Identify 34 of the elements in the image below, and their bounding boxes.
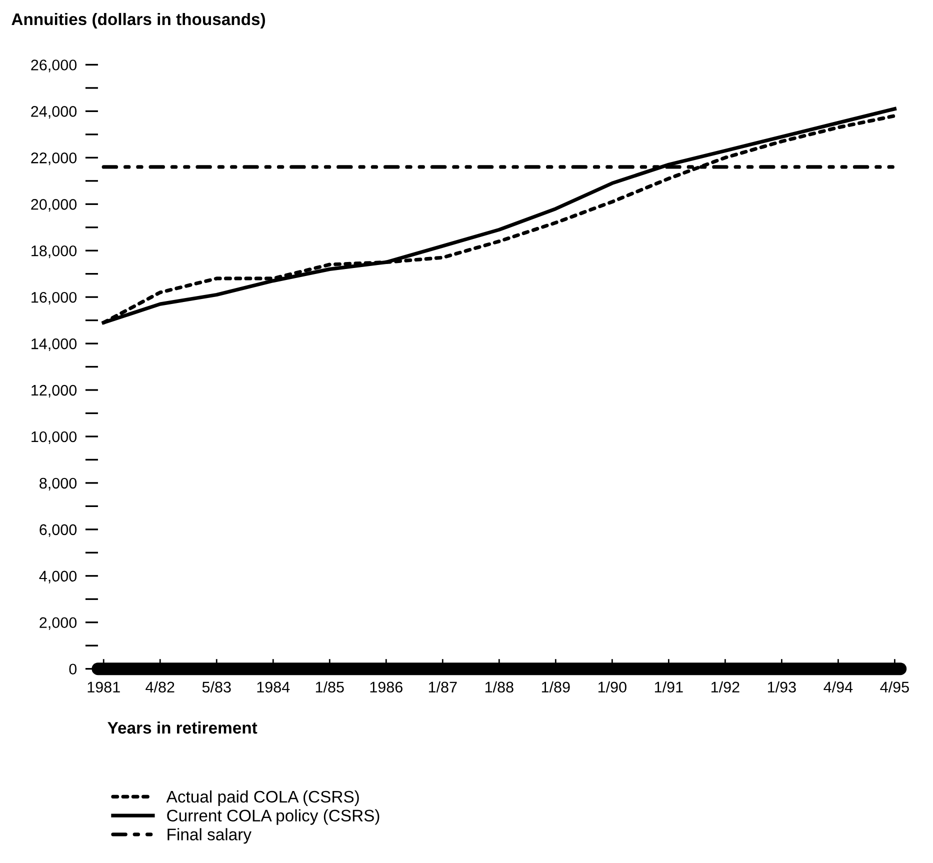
y-tick-label: 12,000 [32,384,77,398]
x-tick-label: 5/83 [202,681,231,693]
y-axis-title: Annuities (dollars in thousands) [12,12,266,28]
x-tick-label: 1/92 [711,681,740,693]
y-tick-label: 16,000 [32,292,77,305]
x-tick-label: 1/91 [654,681,683,693]
legend-label: Actual paid COLA (CSRS) [166,790,359,806]
x-tick-label: 4/95 [880,681,909,693]
legend-label: Current COLA policy (CSRS) [167,809,380,825]
x-tick-label: 1986 [370,682,402,693]
x-tick-label: 1/85 [316,681,344,693]
x-tick-label: 1/90 [598,681,626,693]
x-tick-label: 1984 [257,682,290,693]
legend-label: Final salary [168,828,252,844]
x-tick-label: 1/88 [485,681,514,693]
x-axis-title: Years in retirement [108,721,258,734]
y-tick-label: 18,000 [32,245,77,258]
y-tick-label: 26,000 [31,60,77,72]
x-tick-label: 1981 [88,682,120,693]
x-tick-label: 1/93 [768,681,796,693]
y-tick-label: 20,000 [31,199,77,212]
x-tick-label: 1/89 [542,681,570,693]
y-tick-label: 6,000 [40,524,77,537]
y-tick-label: 24,000 [31,106,77,119]
x-tick-label: 4/82 [146,681,174,693]
y-tick-label: 8,000 [40,478,77,490]
y-tick-label: 2,000 [40,617,77,630]
y-tick-label: 22,000 [31,152,77,166]
y-tick-label: 4,000 [39,570,77,584]
y-tick-label: 14,000 [32,338,77,352]
x-tick-label: 1/87 [428,681,457,693]
x-tick-label: 4/94 [824,681,853,693]
y-tick-label: 0 [69,664,77,675]
y-tick-label: 10,000 [32,431,77,444]
